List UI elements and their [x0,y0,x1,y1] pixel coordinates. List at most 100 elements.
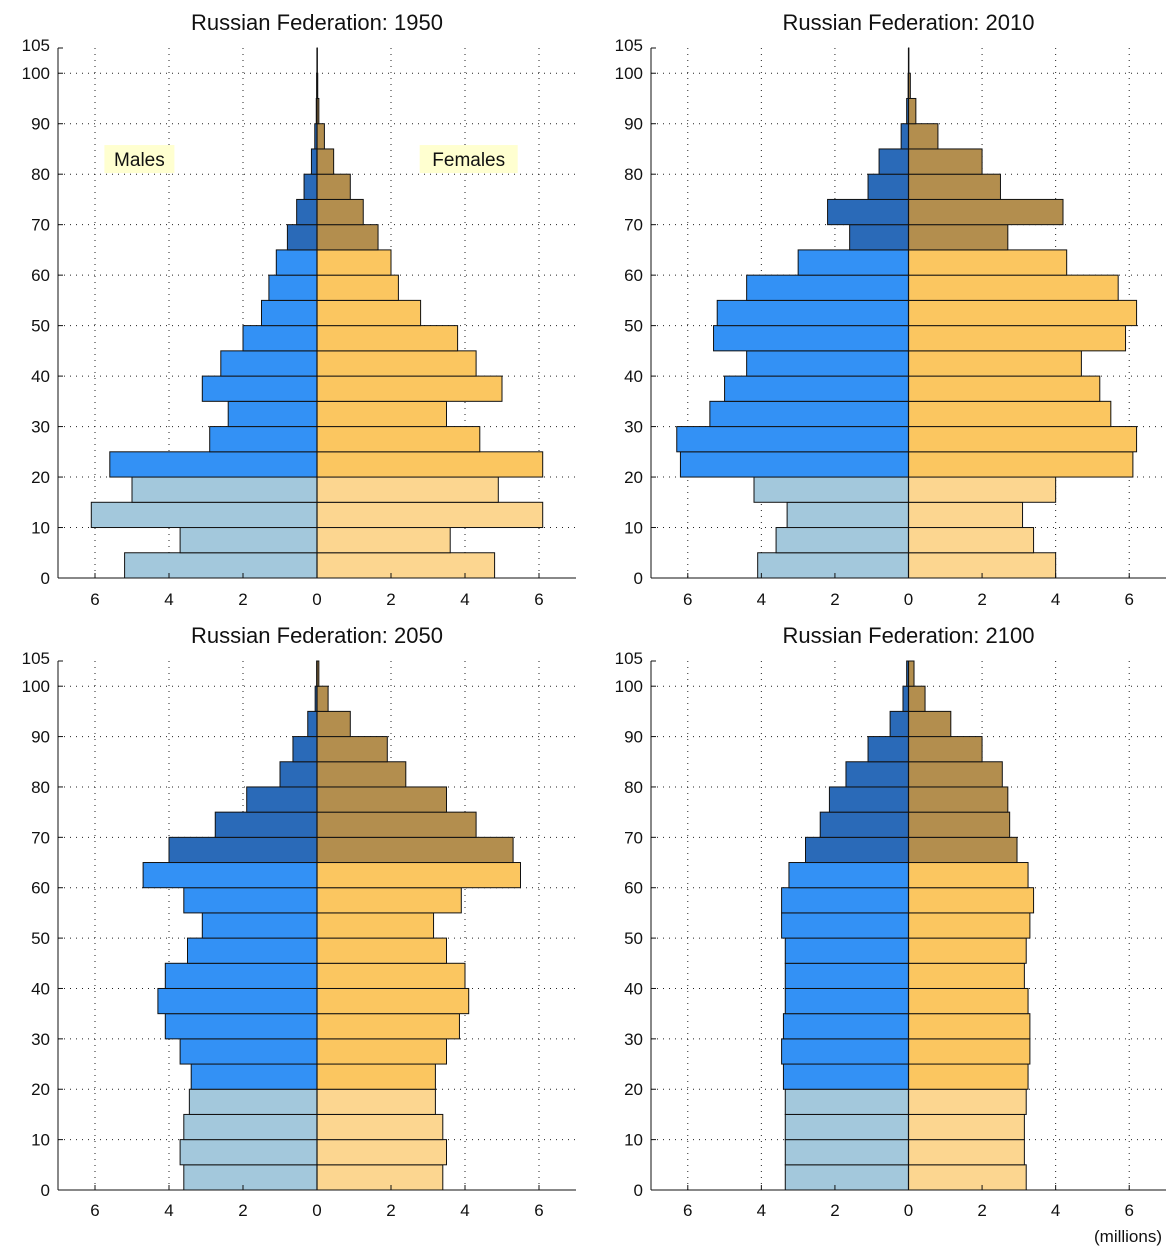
female-bar-15-19 [908,1088,1027,1115]
y-tick-label: 90 [624,115,643,134]
male-bar-75-79 [246,786,318,813]
x-tick-label: 2 [977,1201,986,1220]
female-bar-30-34 [316,1013,460,1040]
female-bar-70-74 [908,198,1064,226]
x-tick-label: 2 [830,590,839,609]
y-tick-label: 40 [31,979,50,998]
male-bar-10-14 [183,1113,318,1141]
males-label: Males [114,150,165,171]
female-bar-60-64 [908,862,1029,889]
female-bar-50-54 [908,299,1138,327]
y-tick-label: 60 [624,879,643,898]
male-bar-70-74 [827,198,909,226]
female-bar-25-29 [908,1038,1031,1065]
male-bar-55-59 [746,274,910,301]
male-bar-55-59 [268,274,318,301]
y-tick-label: 70 [624,828,643,847]
y-tick-label: 80 [31,165,50,184]
y-tick-label: 70 [31,828,50,847]
female-bar-65-69 [908,224,1009,251]
x-tick-label: 4 [460,1201,469,1220]
male-bar-25-29 [781,1038,910,1065]
female-bar-55-59 [908,887,1035,914]
female-bar-85-89 [908,123,939,150]
panel-title: Russian Federation: 2050 [191,623,443,648]
male-bar-50-54 [781,912,910,939]
male-bar-80-84 [310,148,318,175]
female-bar-65-69 [316,224,379,251]
y-tick-label: 20 [31,1080,50,1099]
y-tick-label: 40 [31,367,50,386]
female-bar-10-14 [316,501,544,529]
y-tick-label: 80 [624,778,643,797]
male-bar-65-69 [168,836,318,864]
male-bar-45-49 [784,937,910,964]
y-tick-label: 60 [31,879,50,898]
y-tick-label: 50 [31,317,50,336]
male-bar-45-49 [187,937,318,964]
y-tick-label: 100 [22,677,50,696]
male-bar-55-59 [781,887,910,914]
female-bar-40-44 [316,962,466,989]
y-tick-label: 60 [624,266,643,285]
x-tick-label: 0 [312,1201,321,1220]
male-bar-85-89 [900,123,910,150]
male-bar-75-79 [828,786,909,813]
male-bar-0-4 [757,552,910,579]
female-bar-45-49 [316,937,447,964]
x-tick-label: 4 [757,1201,766,1220]
male-bar-0-4 [784,1164,910,1191]
male-bar-70-74 [819,811,910,838]
male-bar-20-24 [679,451,910,478]
female-bar-35-39 [316,987,470,1015]
male-bar-10-14 [786,501,909,529]
female-bar-0-4 [908,1164,1027,1191]
y-tick-label: 20 [624,1080,643,1099]
male-bar-35-39 [724,375,909,402]
x-tick-label: 2 [238,1201,247,1220]
y-tick-label: 0 [634,1181,643,1200]
female-bar-90-94 [316,710,351,738]
x-tick-label: 0 [904,590,913,609]
male-bar-55-59 [183,887,318,914]
male-bar-20-24 [190,1063,318,1090]
y-tick-label: 60 [31,266,50,285]
female-bar-30-34 [908,400,1112,428]
y-tick-label: 105 [615,36,643,55]
y-tick-label: 0 [41,1181,50,1200]
male-bar-5-9 [179,527,318,554]
male-bar-30-34 [782,1013,910,1040]
x-tick-label: 4 [164,1201,173,1220]
female-bar-90-94 [908,97,917,125]
female-bar-60-64 [316,862,521,889]
x-tick-label: 6 [683,1201,692,1220]
x-tick-label: 4 [1051,1201,1060,1220]
female-bar-100+ [908,660,915,687]
male-bar-70-74 [214,811,318,838]
male-bar-40-44 [220,350,318,377]
female-bar-75-79 [316,786,447,813]
y-tick-label: 10 [31,519,50,538]
female-bar-5-9 [908,527,1035,554]
female-bar-35-39 [908,375,1101,402]
female-bar-60-64 [316,249,392,276]
female-bar-20-24 [908,1063,1029,1090]
female-bar-40-44 [908,962,1025,989]
male-bar-5-9 [784,1139,910,1166]
x-tick-label: 4 [164,590,173,609]
panel-title: Russian Federation: 2100 [783,623,1035,648]
female-bar-15-19 [316,1088,436,1115]
male-bar-80-84 [845,761,910,788]
female-bar-45-49 [908,937,1027,964]
female-bar-65-69 [908,836,1018,864]
female-bar-45-49 [908,325,1127,352]
male-bar-15-19 [188,1088,318,1115]
y-tick-label: 90 [31,728,50,747]
male-bar-35-39 [784,987,910,1015]
female-bar-70-74 [316,811,477,838]
male-bar-30-34 [709,400,909,428]
male-bar-60-64 [788,862,909,889]
female-bar-10-14 [908,1113,1025,1141]
x-tick-label: 6 [1124,1201,1133,1220]
